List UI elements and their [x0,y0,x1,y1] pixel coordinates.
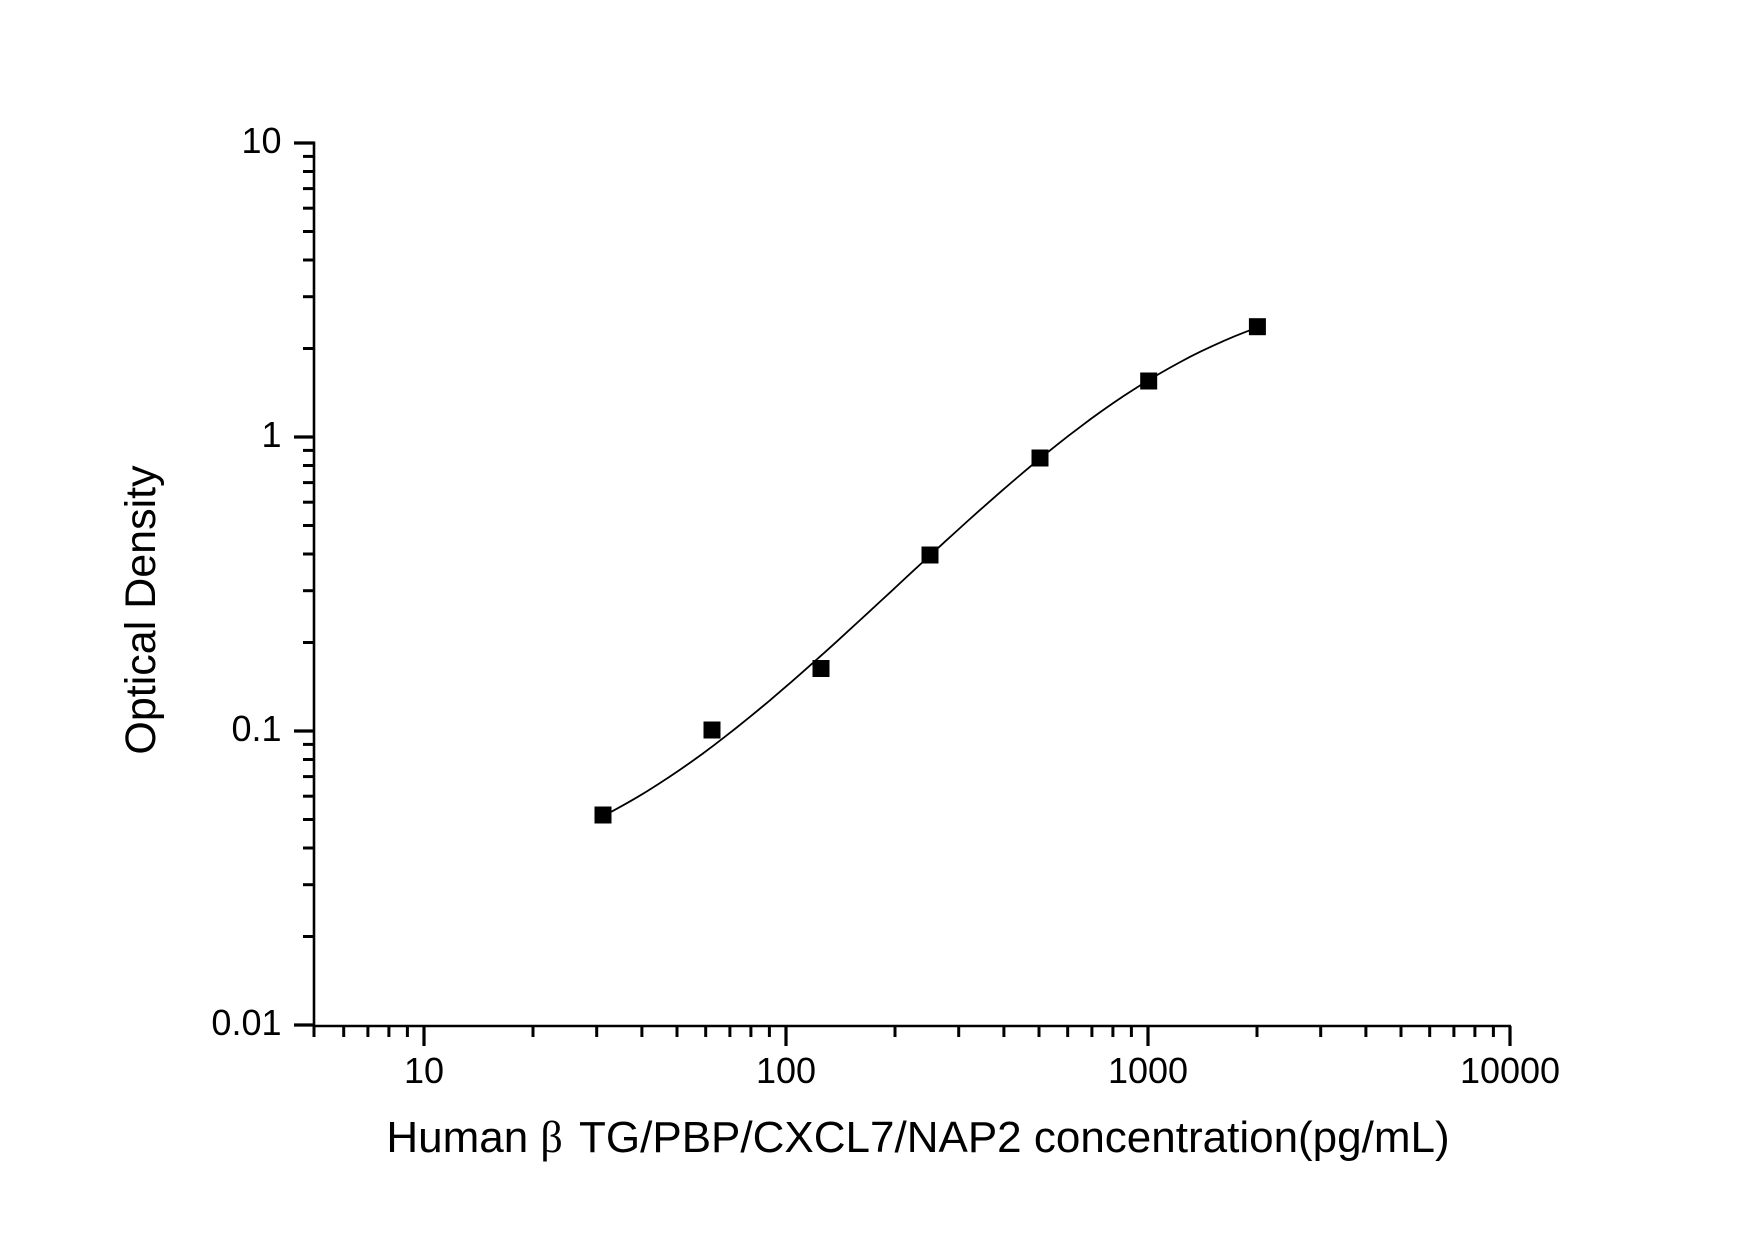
svg-text:Human β TG/PBP/CXCL7/NAP2 conc: Human β TG/PBP/CXCL7/NAP2 concentration(… [386,1113,1449,1162]
svg-text:10: 10 [241,120,281,161]
svg-text:100: 100 [756,1050,816,1091]
svg-text:10000: 10000 [1460,1050,1560,1091]
svg-text:1: 1 [261,414,281,455]
svg-text:0.1: 0.1 [231,708,281,749]
svg-text:Optical Density: Optical Density [117,465,165,755]
svg-text:1000: 1000 [1108,1050,1188,1091]
svg-text:10: 10 [404,1050,444,1091]
svg-text:0.01: 0.01 [211,1002,281,1043]
